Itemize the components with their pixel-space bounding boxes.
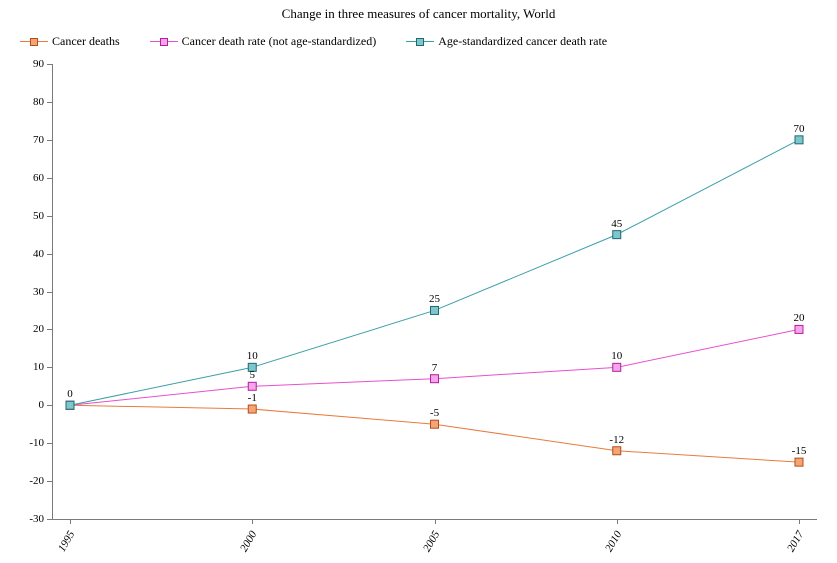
y-tick-label: -30 [18,513,44,525]
y-tick-label: -20 [18,475,44,487]
y-tick [47,443,52,444]
y-tick-label: 0 [18,399,44,411]
x-tick-label: 2000 [238,529,259,554]
data-point-label: 5 [250,369,256,381]
data-marker [795,136,803,144]
data-marker [431,306,439,314]
y-tick [47,481,52,482]
x-tick [799,519,800,524]
y-tick-label: 70 [18,134,44,146]
data-marker [248,382,256,390]
square-marker-icon [30,38,38,46]
x-tick-label: 2010 [603,529,624,554]
y-tick [47,329,52,330]
chart-title: Change in three measures of cancer morta… [0,6,837,22]
legend-item: Age-standardized cancer death rate [406,34,607,49]
x-tick [252,519,253,524]
data-point-label: -12 [609,434,624,446]
x-tick-label: 2017 [785,529,806,554]
data-point-label: 20 [794,312,805,324]
data-point-label: 25 [429,293,440,305]
y-tick [47,405,52,406]
legend-label: Cancer death rate (not age-standardized) [182,34,377,49]
y-tick [47,519,52,520]
y-tick-label: 80 [18,96,44,108]
plot-area: -30-20-100102030405060708090199520002005… [52,64,817,519]
y-tick [47,102,52,103]
chart-container: Change in three measures of cancer morta… [0,0,837,563]
y-tick-label: 20 [18,323,44,335]
data-marker [613,231,621,239]
data-point-label: -1 [248,392,257,404]
legend-label: Age-standardized cancer death rate [438,34,607,49]
x-tick-label: 2005 [421,529,442,554]
data-point-label: 7 [432,362,438,374]
data-point-label: 70 [794,123,805,135]
y-tick-label: 90 [18,58,44,70]
y-tick-label: 60 [18,172,44,184]
data-marker [66,401,74,409]
y-tick [47,367,52,368]
y-tick [47,64,52,65]
data-marker [795,458,803,466]
y-tick-label: 30 [18,286,44,298]
data-point-label: 10 [611,350,622,362]
data-point-label: 0 [67,388,73,400]
legend-item: Cancer death rate (not age-standardized) [150,34,377,49]
data-point-label: 45 [611,218,622,230]
data-marker [248,405,256,413]
legend-item: Cancer deaths [20,34,120,49]
chart-svg [52,64,817,519]
y-tick [47,216,52,217]
legend-label: Cancer deaths [52,34,120,49]
y-tick [47,292,52,293]
data-marker [431,420,439,428]
y-tick-label: 40 [18,248,44,260]
data-marker [795,325,803,333]
data-point-label: -15 [792,445,807,457]
y-tick-label: -10 [18,437,44,449]
square-marker-icon [160,38,168,46]
square-marker-icon [416,38,424,46]
x-tick [70,519,71,524]
x-tick [435,519,436,524]
x-tick [617,519,618,524]
data-marker [431,375,439,383]
x-tick-label: 1995 [56,529,77,554]
data-marker [613,447,621,455]
y-tick [47,178,52,179]
y-tick [47,140,52,141]
y-tick [47,254,52,255]
y-tick-label: 10 [18,361,44,373]
data-point-label: -5 [430,407,439,419]
legend: Cancer deaths Cancer death rate (not age-… [20,34,607,49]
y-tick-label: 50 [18,210,44,222]
data-point-label: 10 [247,350,258,362]
y-axis [52,64,53,519]
data-marker [613,363,621,371]
